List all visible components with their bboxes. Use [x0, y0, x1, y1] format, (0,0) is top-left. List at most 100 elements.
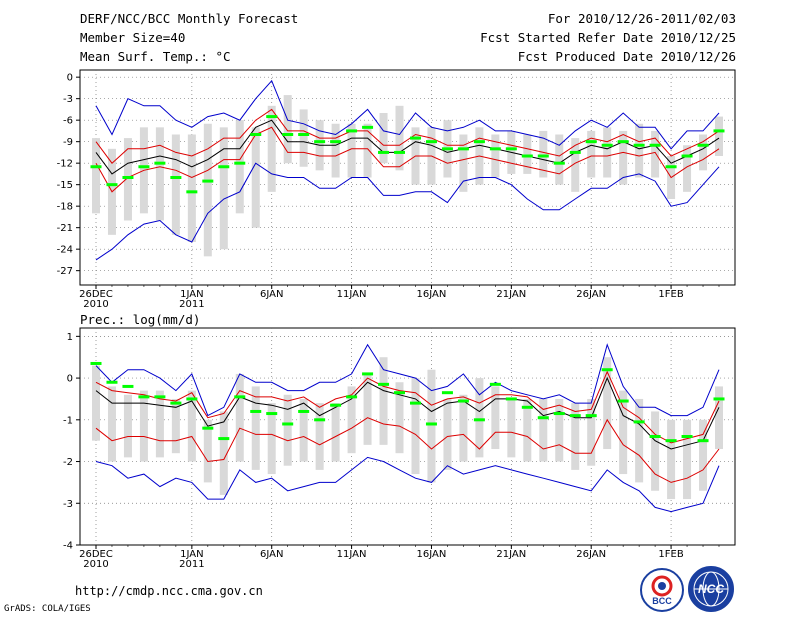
temp-mean-marker [649, 143, 661, 147]
footer-url[interactable]: http://cmdp.ncc.cma.gov.cn [75, 584, 263, 598]
precip-box [539, 398, 548, 462]
ncc-globe-icon [693, 571, 729, 607]
precip-box [475, 378, 484, 458]
temp-box [555, 134, 564, 185]
temp-xtick-label: 1JAN [180, 289, 203, 300]
temp-box [283, 95, 292, 164]
precip-mean-marker [681, 435, 693, 438]
temp-envelope-max-line [95, 79, 720, 150]
precip-box [139, 390, 148, 462]
precip-median-line [95, 376, 720, 450]
precip-mean-marker [713, 397, 725, 401]
precip-ytick-label: -1 [63, 415, 73, 426]
precip-mean-marker [202, 426, 214, 430]
precip-mean-marker [362, 372, 374, 376]
temp-box [267, 105, 276, 192]
temp-ytick-label: -6 [63, 116, 73, 127]
precip-box [683, 419, 692, 500]
precip-xtick-label: 1JAN [180, 549, 203, 560]
temp-box [219, 127, 228, 250]
precip-xtick-label: 16JAN [417, 549, 447, 560]
temp-mean-marker [553, 161, 565, 165]
temp-xtick-label: 2010 [83, 299, 108, 310]
temp-box [715, 116, 723, 156]
precip-mean-marker [394, 391, 406, 395]
precip-mean-marker [585, 414, 597, 418]
temp-mean-marker [473, 140, 485, 144]
precip-box [92, 365, 100, 441]
precip-mean-marker [489, 382, 501, 386]
temp-mean-marker [298, 133, 310, 136]
temp-box [155, 127, 164, 221]
precip-mean-marker [186, 397, 198, 401]
temp-mean-marker [521, 154, 533, 158]
temp-spread-top-line [95, 108, 720, 164]
precip-box [651, 411, 660, 491]
precip-mean-marker [633, 420, 645, 424]
precip-mean-marker [218, 437, 230, 441]
temp-box [651, 130, 660, 178]
precip-xtick-label: 1FEB [658, 549, 683, 560]
precip-box [203, 419, 212, 483]
precip-box [187, 390, 196, 462]
temp-mean-marker [681, 154, 693, 158]
precip-spread-top-line [95, 370, 720, 444]
temp-ytick-label: -24 [57, 245, 73, 256]
precip-box [571, 403, 580, 470]
temp-box [571, 138, 580, 192]
precip-box [155, 390, 164, 458]
precip-mean-marker [569, 414, 581, 418]
temp-mean-marker [505, 147, 517, 151]
temp-box [683, 145, 692, 192]
temp-box [171, 134, 180, 235]
temp-box [379, 113, 388, 164]
precip-box [715, 386, 723, 450]
precip-box [219, 411, 228, 495]
precip-spread-bottom-line [95, 417, 720, 483]
temp-mean-marker [601, 143, 613, 147]
temp-ytick-label: -15 [57, 180, 73, 191]
temp-mean-marker [330, 140, 342, 144]
temp-mean-marker [409, 136, 421, 140]
precip-box [283, 394, 292, 466]
precip-mean-marker [409, 401, 421, 405]
precip-mean-marker [665, 439, 677, 443]
temp-box [699, 134, 708, 171]
grads-credit: GrADS: COLA/IGES [4, 604, 91, 614]
precip-box [555, 398, 564, 462]
precip-box [251, 386, 260, 470]
temp-mean-marker [250, 133, 262, 136]
temp-box [203, 123, 212, 257]
temp-mean-marker [346, 129, 358, 133]
precip-mean-marker [170, 401, 182, 405]
temp-mean-marker [489, 147, 501, 151]
precip-ytick-label: 1 [67, 332, 73, 343]
temp-mean-marker [138, 165, 150, 169]
precip-xtick-label: 11JAN [337, 549, 367, 560]
temp-mean-marker [122, 176, 134, 179]
precip-box [603, 357, 612, 450]
precip-mean-marker [537, 416, 549, 420]
precip-mean-marker [441, 391, 453, 395]
temp-plot-frame [79, 69, 736, 286]
precip-ytick-label: -4 [63, 541, 73, 552]
precip-mean-marker [250, 409, 262, 413]
member-size-label: Member Size=40 [80, 30, 186, 45]
temp-box [299, 109, 308, 167]
precip-box [379, 357, 388, 445]
temp-mean-marker [202, 179, 214, 183]
precip-envelope-max-line [95, 343, 720, 417]
temp-mean-marker [457, 147, 469, 151]
temp-xtick-label: 6JAN [260, 289, 283, 300]
bcc-emblem-icon [651, 575, 673, 597]
temp-mean-marker [314, 140, 326, 144]
temp-mean-marker [234, 161, 246, 165]
precip-box [107, 386, 116, 462]
temp-median-line [95, 119, 720, 175]
precip-plot-frame [79, 327, 736, 546]
ncc-logo: NCC [688, 566, 734, 612]
precip-xtick-label: 2011 [179, 559, 204, 570]
precip-mean-marker [298, 409, 310, 413]
temp-box [363, 123, 372, 178]
